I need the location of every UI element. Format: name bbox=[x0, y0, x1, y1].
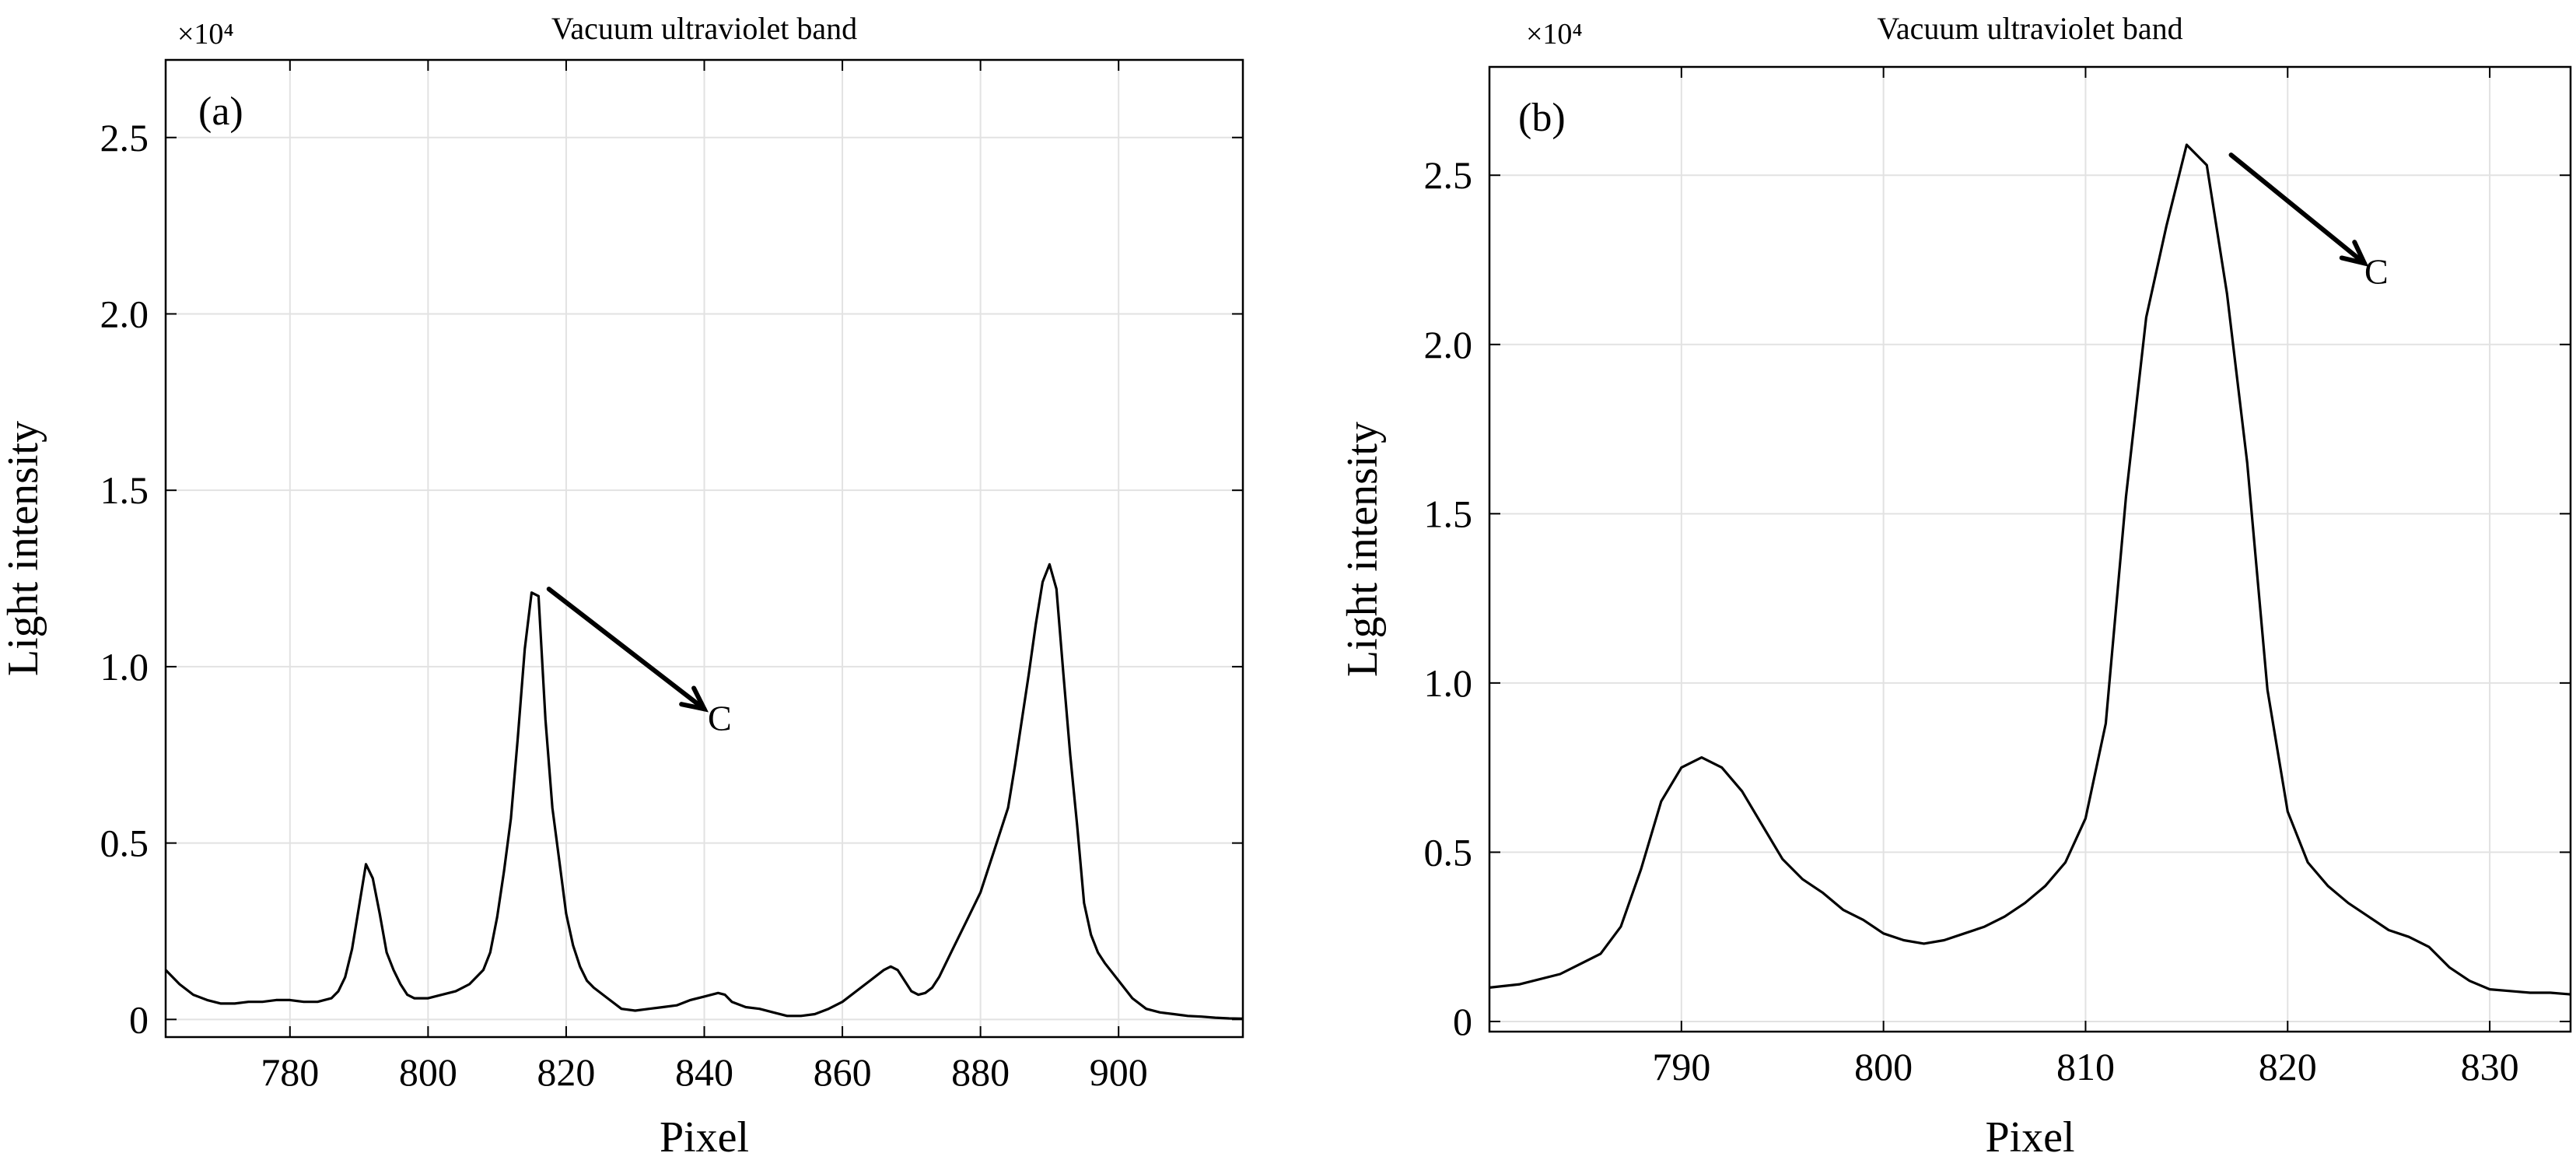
grid bbox=[1489, 67, 2571, 1032]
x-tick-label: 900 bbox=[1090, 1050, 1148, 1094]
annotation-arrow-head bbox=[679, 685, 709, 713]
x-tick-label: 820 bbox=[2259, 1045, 2317, 1088]
panel-label: (a) bbox=[198, 89, 243, 134]
axes-frame bbox=[1488, 65, 2572, 1033]
y-tick-label: 0.5 bbox=[100, 822, 149, 865]
x-tick-label: 880 bbox=[951, 1050, 1010, 1094]
annotation-arrow-shaft bbox=[2228, 152, 2367, 266]
x-tick-label: 800 bbox=[1854, 1045, 1913, 1088]
series-line-1 bbox=[1489, 143, 2571, 996]
y-tick-label: 2.0 bbox=[100, 292, 149, 335]
chart-title: Vacuum ultraviolet band bbox=[551, 11, 857, 46]
series-line-1 bbox=[164, 562, 1244, 1020]
chart-panel-b: 790 800 810 820 830 0 0.5 1.0 1.5 2.0 2.5 Vacuum ul… bbox=[1339, 11, 2572, 1162]
panel-label: (b) bbox=[1518, 96, 1566, 140]
grid bbox=[166, 60, 1243, 1037]
y-exponent-label: ×10⁴ bbox=[177, 18, 234, 51]
x-tick-label: 820 bbox=[537, 1050, 595, 1094]
annotation-arrow-shaft bbox=[546, 587, 707, 712]
y-tick-label: 2.5 bbox=[1424, 153, 1473, 197]
x-tick-label: 780 bbox=[261, 1050, 319, 1094]
x-tick-label: 830 bbox=[2461, 1045, 2519, 1088]
y-tick-label: 2.5 bbox=[100, 116, 149, 159]
chart-panel-a: 780 800 820 840 860 880 900 0 0.5 1.0 1.5 2.0 2.5 Vac… bbox=[0, 11, 1244, 1162]
chart-title: Vacuum ultraviolet band bbox=[1877, 11, 2182, 46]
y-tick-label: 1.0 bbox=[1424, 661, 1473, 705]
x-tick-label: 840 bbox=[675, 1050, 733, 1094]
x-tick-label: 810 bbox=[2056, 1045, 2115, 1088]
x-axis-label: Pixel bbox=[1985, 1113, 2074, 1162]
y-tick-label: 0 bbox=[129, 997, 149, 1041]
y-tick-label: 2.0 bbox=[1424, 323, 1473, 366]
annotation-label: C bbox=[708, 699, 732, 738]
x-tick-label: 800 bbox=[399, 1050, 457, 1094]
y-tick-label: 1.0 bbox=[100, 645, 149, 689]
y-tick-label: 1.5 bbox=[1424, 492, 1473, 535]
x-tick-label: 790 bbox=[1652, 1045, 1710, 1088]
y-tick-label: 0 bbox=[1453, 1000, 1472, 1043]
x-tick-label: 860 bbox=[814, 1050, 872, 1094]
y-axis-label: Light intensity bbox=[1339, 422, 1387, 677]
annotation-label: C bbox=[2364, 251, 2389, 291]
y-axis-label: Light intensity bbox=[0, 421, 47, 676]
y-exponent-label: ×10⁴ bbox=[1526, 18, 1583, 51]
y-tick-label: 1.5 bbox=[100, 468, 149, 512]
y-tick-label: 0.5 bbox=[1424, 830, 1473, 874]
x-axis-label: Pixel bbox=[660, 1113, 749, 1162]
annotation-arrow-head bbox=[2339, 240, 2369, 267]
